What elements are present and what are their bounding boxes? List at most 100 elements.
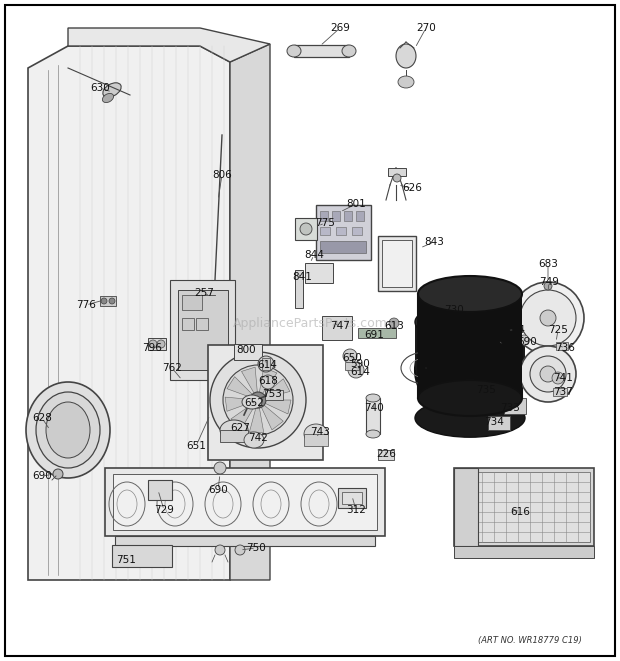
Circle shape (214, 462, 226, 474)
Text: 627: 627 (230, 423, 250, 433)
Bar (378, 450, 394, 460)
Text: 618: 618 (258, 376, 278, 386)
Bar (220, 430, 248, 442)
Text: 776: 776 (76, 300, 96, 310)
Bar (345, 362, 359, 370)
Text: 725: 725 (548, 325, 568, 335)
Text: 690: 690 (517, 337, 537, 347)
Text: 843: 843 (424, 237, 444, 247)
Bar (454, 546, 594, 558)
Bar (208, 345, 323, 460)
Bar (358, 328, 396, 338)
Ellipse shape (220, 420, 248, 440)
Ellipse shape (103, 83, 121, 97)
Circle shape (157, 340, 165, 348)
Circle shape (512, 282, 584, 354)
Circle shape (210, 352, 306, 448)
Bar (332, 211, 340, 221)
Text: 775: 775 (315, 218, 335, 228)
Text: 628: 628 (32, 413, 52, 423)
Bar (504, 398, 526, 414)
Text: 729: 729 (154, 505, 174, 515)
Bar (476, 382, 504, 402)
Bar (480, 386, 500, 398)
Circle shape (215, 545, 225, 555)
Text: 690: 690 (32, 471, 52, 481)
Circle shape (389, 318, 399, 328)
Bar (295, 218, 317, 240)
Text: 796: 796 (142, 343, 162, 353)
Circle shape (250, 392, 266, 408)
Text: 841: 841 (292, 272, 312, 282)
Circle shape (520, 290, 576, 346)
Text: 844: 844 (304, 250, 324, 260)
Text: 750: 750 (246, 543, 266, 553)
Bar (105, 468, 385, 536)
Polygon shape (262, 405, 283, 430)
Text: 690: 690 (208, 485, 228, 495)
Bar (454, 468, 478, 546)
Text: 762: 762 (162, 363, 182, 373)
Bar (170, 280, 235, 380)
Bar (458, 472, 590, 542)
Text: 652: 652 (244, 398, 264, 408)
Ellipse shape (342, 45, 356, 57)
Ellipse shape (415, 303, 525, 341)
Bar (305, 263, 333, 283)
Bar (100, 296, 116, 306)
Circle shape (300, 223, 312, 235)
Ellipse shape (304, 424, 328, 444)
Circle shape (149, 340, 157, 348)
Text: 613: 613 (384, 321, 404, 331)
Text: 614: 614 (350, 367, 370, 377)
Bar (182, 318, 194, 330)
Ellipse shape (418, 380, 522, 416)
Text: 691: 691 (364, 330, 384, 340)
Text: 728: 728 (418, 365, 438, 375)
Ellipse shape (398, 76, 414, 88)
Text: 626: 626 (402, 183, 422, 193)
Text: 737: 737 (553, 387, 573, 397)
Bar (342, 492, 362, 504)
Ellipse shape (366, 394, 380, 402)
Bar (113, 474, 377, 530)
Text: 742: 742 (248, 433, 268, 443)
Bar (320, 227, 330, 235)
Bar (415, 322, 525, 370)
Text: 616: 616 (510, 507, 530, 517)
Text: 749: 749 (539, 277, 559, 287)
Circle shape (540, 310, 556, 326)
Text: 740: 740 (364, 403, 384, 413)
Text: 312: 312 (346, 505, 366, 515)
Text: 734: 734 (484, 417, 504, 427)
Ellipse shape (26, 382, 110, 478)
Text: 753: 753 (262, 389, 282, 399)
Circle shape (544, 282, 552, 290)
Text: 733: 733 (500, 403, 520, 413)
Text: 650: 650 (342, 353, 362, 363)
Ellipse shape (36, 392, 100, 468)
Polygon shape (68, 28, 270, 62)
Circle shape (552, 372, 564, 384)
Circle shape (540, 366, 556, 382)
Ellipse shape (242, 395, 262, 409)
Text: 730: 730 (444, 305, 464, 315)
Ellipse shape (287, 45, 301, 57)
Polygon shape (265, 400, 291, 414)
Text: 801: 801 (346, 199, 366, 209)
Ellipse shape (418, 276, 522, 312)
Bar (506, 325, 520, 333)
Bar (294, 45, 349, 57)
Ellipse shape (415, 322, 525, 418)
Bar (316, 205, 371, 260)
Text: (ART NO. WR18779 C19): (ART NO. WR18779 C19) (478, 635, 582, 644)
Bar (454, 468, 594, 546)
Polygon shape (231, 405, 254, 428)
Circle shape (261, 375, 275, 389)
Text: 741: 741 (553, 373, 573, 383)
Polygon shape (242, 367, 257, 393)
Bar (320, 211, 328, 221)
Text: 765: 765 (494, 340, 514, 350)
Bar (352, 227, 362, 235)
Text: 630: 630 (90, 83, 110, 93)
